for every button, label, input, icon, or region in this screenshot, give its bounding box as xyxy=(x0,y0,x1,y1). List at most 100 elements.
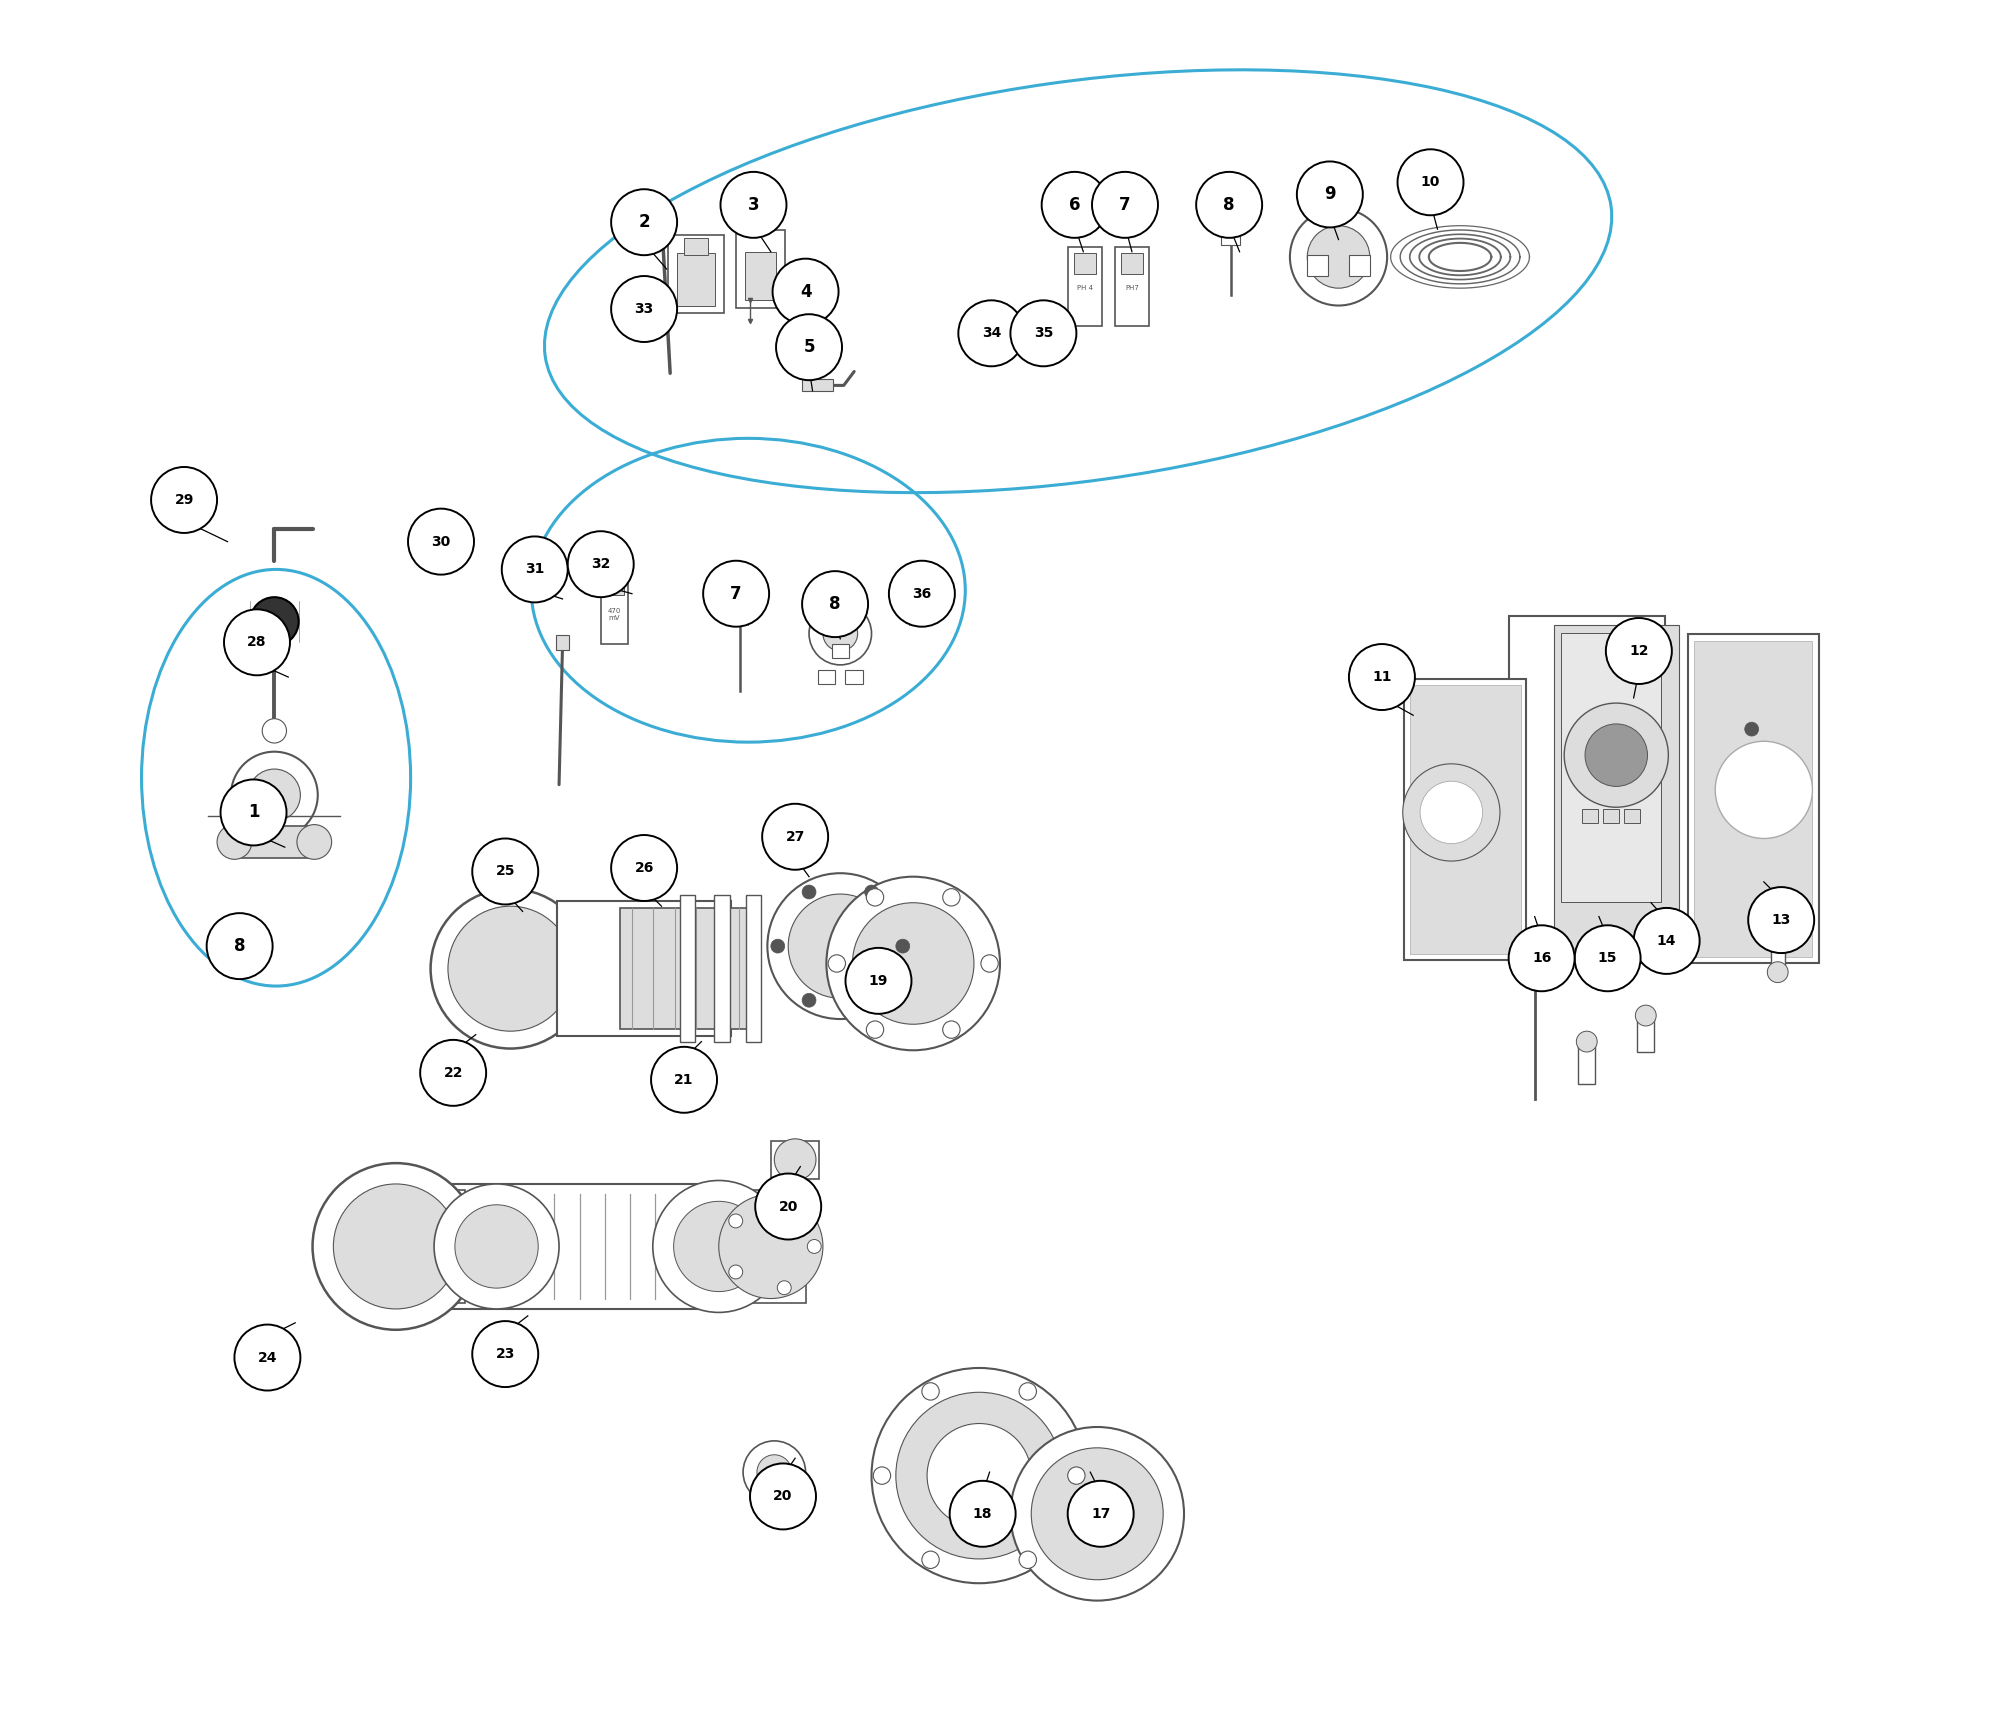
Circle shape xyxy=(980,955,998,972)
Circle shape xyxy=(808,1240,822,1253)
Text: PH 4: PH 4 xyxy=(1078,285,1094,292)
Circle shape xyxy=(448,906,572,1031)
Circle shape xyxy=(828,955,846,972)
Circle shape xyxy=(802,993,816,1007)
Circle shape xyxy=(1296,161,1362,227)
Circle shape xyxy=(774,1139,816,1180)
Bar xyxy=(1114,248,1150,326)
Text: 10: 10 xyxy=(1420,175,1440,189)
Circle shape xyxy=(312,1163,480,1330)
Bar xyxy=(396,1191,466,1302)
Bar xyxy=(1578,1040,1596,1083)
Circle shape xyxy=(778,1281,792,1295)
Text: 30: 30 xyxy=(432,535,450,549)
Text: 14: 14 xyxy=(1656,934,1676,948)
Circle shape xyxy=(950,1481,1016,1547)
Circle shape xyxy=(802,571,868,637)
Circle shape xyxy=(1020,1550,1036,1568)
Text: 7: 7 xyxy=(1120,196,1130,214)
Text: 27: 27 xyxy=(786,830,804,844)
Text: 24: 24 xyxy=(258,1351,278,1364)
Bar xyxy=(600,578,628,644)
Text: 36: 36 xyxy=(912,587,932,601)
Circle shape xyxy=(846,948,912,1014)
Text: 8: 8 xyxy=(830,595,840,613)
Bar xyxy=(1410,684,1520,953)
Bar xyxy=(1554,625,1678,955)
Circle shape xyxy=(888,561,954,627)
Bar xyxy=(1308,255,1328,276)
Circle shape xyxy=(248,769,300,821)
Circle shape xyxy=(864,993,878,1007)
Circle shape xyxy=(896,939,910,953)
Bar xyxy=(802,380,834,392)
Bar xyxy=(1074,253,1096,274)
Circle shape xyxy=(776,314,842,380)
Circle shape xyxy=(874,1467,890,1484)
Bar xyxy=(1688,634,1818,963)
Circle shape xyxy=(206,913,272,979)
Circle shape xyxy=(1636,1005,1656,1026)
Bar xyxy=(236,826,314,858)
Circle shape xyxy=(958,300,1024,366)
Text: 25: 25 xyxy=(496,865,514,878)
Text: 16: 16 xyxy=(1532,951,1552,965)
Circle shape xyxy=(718,1194,822,1299)
Circle shape xyxy=(922,1384,940,1401)
Circle shape xyxy=(806,330,822,347)
Text: 31: 31 xyxy=(526,562,544,576)
Bar xyxy=(1770,925,1784,977)
Bar xyxy=(606,578,624,595)
Bar xyxy=(1222,224,1240,245)
Circle shape xyxy=(1574,925,1640,991)
Text: 5: 5 xyxy=(804,339,814,356)
Text: 8: 8 xyxy=(1224,196,1234,214)
Circle shape xyxy=(1308,226,1370,288)
Text: 21: 21 xyxy=(674,1073,694,1087)
Text: 4: 4 xyxy=(800,283,812,300)
Circle shape xyxy=(1768,962,1788,983)
Circle shape xyxy=(1216,186,1244,214)
Circle shape xyxy=(866,1021,884,1038)
Circle shape xyxy=(1068,1481,1134,1547)
Circle shape xyxy=(674,1201,764,1292)
Circle shape xyxy=(472,838,538,904)
Bar xyxy=(680,896,696,1042)
Circle shape xyxy=(1576,1031,1598,1052)
Bar xyxy=(736,1191,806,1302)
Bar xyxy=(744,252,776,300)
Text: 9: 9 xyxy=(1324,186,1336,203)
Bar xyxy=(770,1141,820,1179)
Bar xyxy=(1508,616,1664,963)
Text: 2: 2 xyxy=(638,214,650,231)
Circle shape xyxy=(1508,925,1574,991)
Circle shape xyxy=(652,1180,784,1312)
Circle shape xyxy=(1196,172,1262,238)
Circle shape xyxy=(750,1463,816,1529)
Text: 32: 32 xyxy=(592,557,610,571)
Text: 18: 18 xyxy=(972,1507,992,1521)
Bar xyxy=(558,901,730,1036)
Bar xyxy=(1528,958,1542,972)
Text: 29: 29 xyxy=(174,493,194,507)
Circle shape xyxy=(220,779,286,845)
Bar xyxy=(1624,809,1640,823)
Circle shape xyxy=(472,1321,538,1387)
Bar xyxy=(1638,1014,1654,1052)
Circle shape xyxy=(218,825,252,859)
Circle shape xyxy=(454,1205,538,1288)
Circle shape xyxy=(1068,1467,1086,1484)
Circle shape xyxy=(1042,172,1108,238)
Text: 12: 12 xyxy=(1630,644,1648,658)
Circle shape xyxy=(296,825,332,859)
Bar xyxy=(1694,641,1812,957)
Circle shape xyxy=(652,1047,718,1113)
Text: 13: 13 xyxy=(1772,913,1790,927)
Circle shape xyxy=(1606,618,1672,684)
Circle shape xyxy=(568,531,634,597)
Circle shape xyxy=(942,1021,960,1038)
Text: 3: 3 xyxy=(748,196,760,214)
Circle shape xyxy=(262,719,286,743)
Circle shape xyxy=(434,1184,560,1309)
Bar xyxy=(734,606,746,618)
